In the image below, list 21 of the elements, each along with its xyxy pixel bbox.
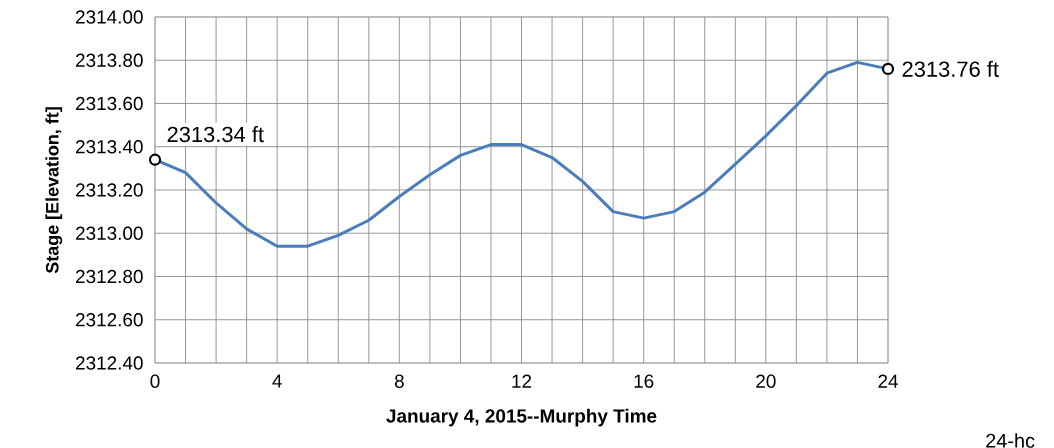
y-tick-label: 2312.60 [76, 313, 143, 327]
x-axis-title: January 4, 2015--Murphy Time [386, 408, 657, 427]
y-tick-label: 2313.00 [76, 226, 143, 240]
x-tick-label: 0 [150, 374, 160, 388]
y-tick-label: 2313.60 [76, 96, 143, 111]
y-tick-label: 2313.40 [76, 140, 143, 154]
x-tick-label: 20 [756, 374, 776, 388]
x-tick-label: 4 [272, 374, 282, 388]
y-tick-label: 2312.40 [76, 356, 143, 370]
annotation: 2313.34 ft [167, 126, 264, 143]
text: 24-hc [986, 433, 1035, 448]
x-tick-label: 8 [394, 374, 404, 388]
x-tick-label: 16 [634, 374, 654, 388]
y-tick-label: 2312.80 [76, 269, 143, 284]
y-tick-label: 2313.20 [76, 183, 143, 197]
y-tick-label: 2313.80 [76, 53, 143, 67]
y-axis-title: Stage [Elevation, ft] [45, 107, 63, 274]
x-tick-label: 12 [512, 374, 532, 388]
annotation: 2313.76 ft [902, 60, 999, 77]
y-tick-label: 2314.00 [76, 10, 143, 24]
x-tick-label: 24 [878, 374, 898, 388]
